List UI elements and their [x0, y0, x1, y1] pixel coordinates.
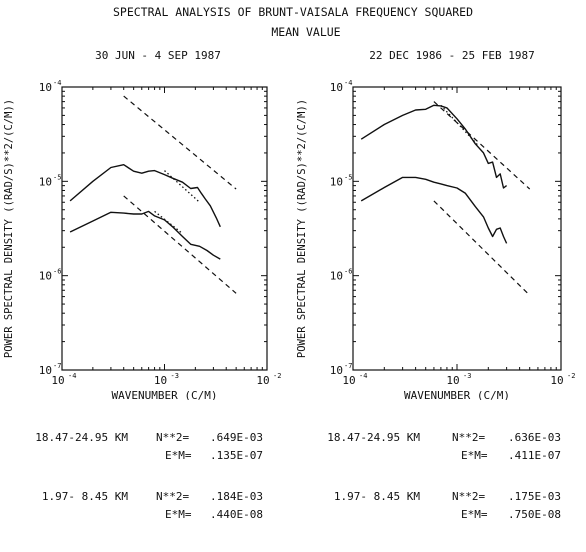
- right-y-tick-exponent: -5: [344, 173, 352, 181]
- right-y-axis-label: POWER SPECTRAL DENSITY ((RAD/S)**2/(C/M)…: [296, 99, 308, 358]
- right-y-tick-label: 10: [330, 364, 343, 377]
- right-stat-lower-n-label: N**2=: [452, 490, 486, 503]
- figure-subtitle: MEAN VALUE: [271, 25, 341, 39]
- left-x-tick-exponent: -3: [171, 372, 179, 380]
- left-y-tick-exponent: -5: [53, 173, 61, 181]
- left-x-tick-label: 10: [154, 374, 167, 387]
- right-series-dashed-line: [433, 101, 531, 190]
- left-series-dashed-line: [123, 95, 237, 190]
- right-x-tick-exponent: -3: [463, 372, 471, 380]
- right-stat-lower-range: 1.97- 8.45 KM: [333, 490, 420, 503]
- left-x-axis-label: WAVENUMBER (C/M): [112, 389, 218, 400]
- left-x-tick-exponent: -2: [273, 372, 281, 380]
- left-stat-upper-n-value: .649E-03: [210, 431, 263, 444]
- left-y-tick-exponent: -4: [53, 79, 61, 87]
- left-series-solid-line: [69, 210, 221, 260]
- right-series-solid-line: [360, 176, 508, 244]
- right-stat-upper-n-label: N**2=: [452, 431, 486, 444]
- right-y-tick-exponent: -4: [344, 79, 352, 87]
- right-stat-upper-n-value: .636E-03: [508, 431, 561, 444]
- left-chart-title: 30 JUN - 4 SEP 1987: [95, 49, 221, 62]
- right-stat-upper-e-value: .411E-07: [508, 449, 561, 462]
- right-x-tick-exponent: -2: [567, 372, 575, 380]
- right-y-tick-label: 10: [330, 270, 343, 283]
- right-stat-lower-e-value: .750E-08: [508, 508, 561, 521]
- right-plot-frame: [352, 86, 562, 371]
- right-x-tick-label: 10: [342, 374, 355, 387]
- right-chart-title: 22 DEC 1986 - 25 FEB 1987: [369, 49, 535, 62]
- left-x-tick-label: 10: [256, 374, 269, 387]
- left-stat-lower-n-value: .184E-03: [210, 490, 263, 503]
- left-stat-lower-e-label: E*M=: [165, 508, 192, 521]
- left-stat-upper-n-label: N**2=: [156, 431, 190, 444]
- left-minor-ticks: [62, 87, 267, 370]
- left-series-dashed-line: [123, 195, 237, 294]
- left-series-solid-line: [69, 163, 221, 228]
- right-stat-lower-n-value: .175E-03: [508, 490, 561, 503]
- left-stat-upper-e-value: .135E-07: [210, 449, 263, 462]
- right-stat-lower-e-label: E*M=: [461, 508, 488, 521]
- left-stat-lower-range: 1.97- 8.45 KM: [41, 490, 128, 503]
- left-y-tick-label: 10: [39, 81, 52, 94]
- left-y-tick-label: 10: [39, 270, 52, 283]
- left-stat-lower-e-value: .440E-08: [210, 508, 263, 521]
- right-stat-upper-e-label: E*M=: [461, 449, 488, 462]
- left-y-tick-exponent: -6: [53, 268, 61, 276]
- right-y-tick-label: 10: [330, 175, 343, 188]
- right-series-dashed-line: [433, 200, 531, 296]
- left-series-dotted-line: [164, 170, 201, 203]
- right-y-tick-label: 10: [330, 81, 343, 94]
- left-stat-upper-e-label: E*M=: [165, 449, 192, 462]
- right-y-tick-exponent: -6: [344, 268, 352, 276]
- right-stat-upper-range: 18.47-24.95 KM: [327, 431, 420, 444]
- right-series-dotted-line: [440, 104, 479, 146]
- left-y-axis-label: POWER SPECTRAL DENSITY ((RAD/S)**2/(C/M)…: [3, 99, 15, 358]
- left-y-tick-label: 10: [39, 175, 52, 188]
- left-stat-upper-range: 18.47-24.95 KM: [35, 431, 128, 444]
- left-y-tick-label: 10: [39, 364, 52, 377]
- right-y-tick-exponent: -7: [344, 362, 352, 370]
- left-y-tick-exponent: -7: [53, 362, 61, 370]
- right-x-tick-label: 10: [550, 374, 563, 387]
- figure-title: SPECTRAL ANALYSIS OF BRUNT-VAISALA FREQU…: [112, 5, 474, 19]
- right-x-axis-label: WAVENUMBER (C/M): [404, 389, 510, 400]
- left-x-tick-exponent: -4: [68, 372, 76, 380]
- right-minor-ticks: [353, 87, 561, 370]
- right-x-tick-label: 10: [446, 374, 459, 387]
- left-stat-lower-n-label: N**2=: [156, 490, 190, 503]
- right-series-solid-line: [360, 104, 508, 189]
- left-plot-frame: [61, 86, 268, 371]
- left-x-tick-label: 10: [51, 374, 64, 387]
- right-x-tick-exponent: -4: [359, 372, 367, 380]
